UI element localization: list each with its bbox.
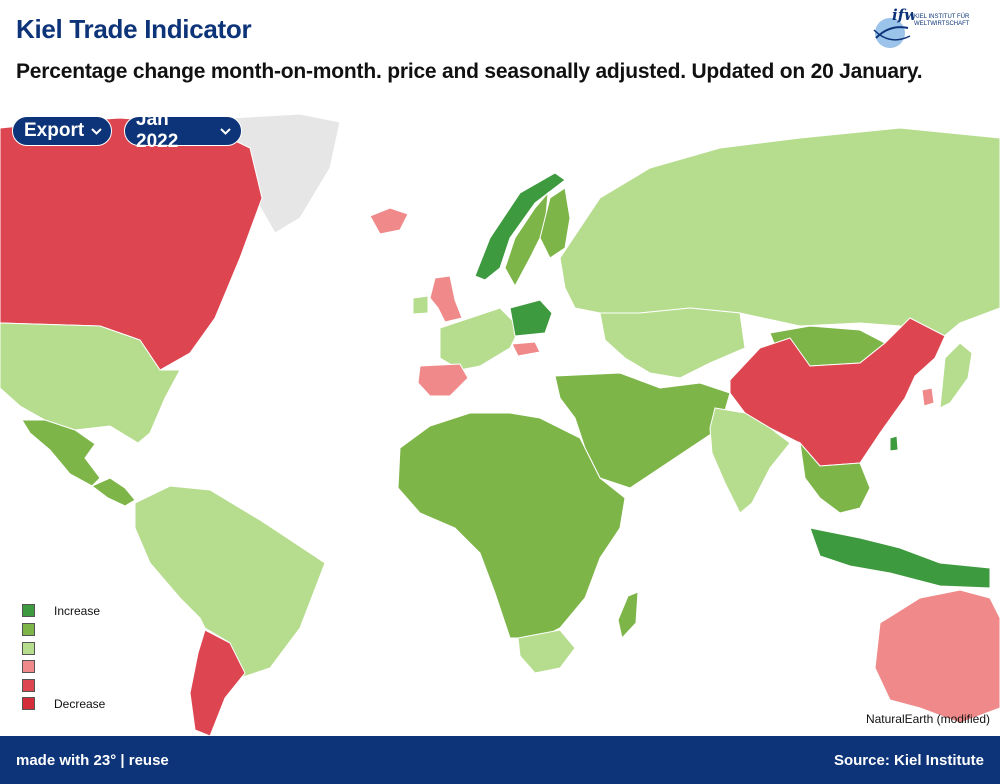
reuse-link[interactable]: reuse — [128, 752, 169, 769]
legend-swatch — [22, 660, 35, 673]
region-africa[interactable] — [397, 412, 626, 639]
legend-item — [22, 679, 142, 693]
region-southeast-asia[interactable] — [799, 441, 871, 514]
region-finland[interactable] — [539, 187, 571, 259]
chevron-down-icon — [91, 127, 102, 135]
region-western-europe[interactable] — [439, 307, 521, 371]
region-central-america[interactable] — [91, 477, 136, 507]
legend-label: Decrease — [54, 697, 106, 711]
svg-text:ifw: ifw — [892, 6, 914, 24]
region-kazakhstan[interactable] — [599, 307, 746, 379]
region-middle-east[interactable] — [554, 372, 731, 489]
flow-dropdown[interactable]: Export — [12, 116, 112, 146]
page-subtitle: Percentage change month-on-month. price … — [16, 60, 923, 83]
made-with-link[interactable]: made with 23° — [16, 752, 117, 769]
region-madagascar[interactable] — [617, 591, 639, 640]
region-hungary[interactable] — [511, 341, 541, 357]
globe-logo-icon: ifw — [873, 6, 914, 48]
footer-separator: | — [116, 752, 129, 769]
region-united-kingdom[interactable] — [429, 275, 463, 323]
page-title: Kiel Trade Indicator — [16, 14, 252, 44]
region-ireland[interactable] — [412, 295, 429, 315]
logo-caption-line-1: KIEL INSTITUT FÜR — [914, 14, 970, 20]
legend-swatch — [22, 697, 35, 710]
region-mexico[interactable] — [21, 419, 101, 487]
legend-swatch — [22, 623, 35, 636]
region-argentina[interactable] — [189, 629, 246, 736]
legend-item — [22, 623, 142, 637]
region-south-korea[interactable] — [921, 387, 935, 407]
month-dropdown[interactable]: Jan 2022 — [124, 109, 242, 152]
chevron-down-icon — [220, 127, 231, 135]
map-source-note: NaturalEarth (modified) — [865, 712, 990, 726]
region-norway[interactable] — [474, 172, 566, 281]
legend-label: Increase — [54, 604, 101, 618]
region-india[interactable] — [709, 407, 791, 514]
legend-item: Decrease — [22, 697, 142, 711]
logo-caption-line-2: WELTWIRTSCHAFT — [914, 21, 970, 27]
region-iceland[interactable] — [369, 207, 409, 235]
flow-dropdown-label: Export — [24, 120, 85, 141]
month-dropdown-label: Jan 2022 — [136, 109, 179, 152]
footer-source: Source: Kiel Institute — [833, 752, 984, 769]
legend-item — [22, 660, 142, 674]
region-australia[interactable] — [874, 589, 1000, 724]
footer-bar: made with 23° | reuse Source: Kiel Insti… — [0, 736, 1000, 784]
region-spain[interactable] — [417, 363, 469, 397]
region-poland[interactable] — [509, 299, 553, 337]
legend-swatch — [22, 642, 35, 655]
region-south-africa[interactable] — [517, 629, 576, 674]
region-japan[interactable] — [939, 342, 973, 409]
region-taiwan[interactable] — [889, 435, 899, 452]
region-united-states[interactable] — [0, 322, 181, 444]
legend-swatch — [22, 679, 35, 692]
world-map — [0, 113, 1000, 736]
ifw-logo: ifw KIEL INSTITUT FÜR WELTWIRTSCHAFT — [868, 6, 993, 52]
legend-swatch — [22, 604, 35, 617]
region-indonesia[interactable] — [809, 527, 991, 589]
legend-item: Increase — [22, 604, 142, 618]
legend-item — [22, 642, 142, 656]
